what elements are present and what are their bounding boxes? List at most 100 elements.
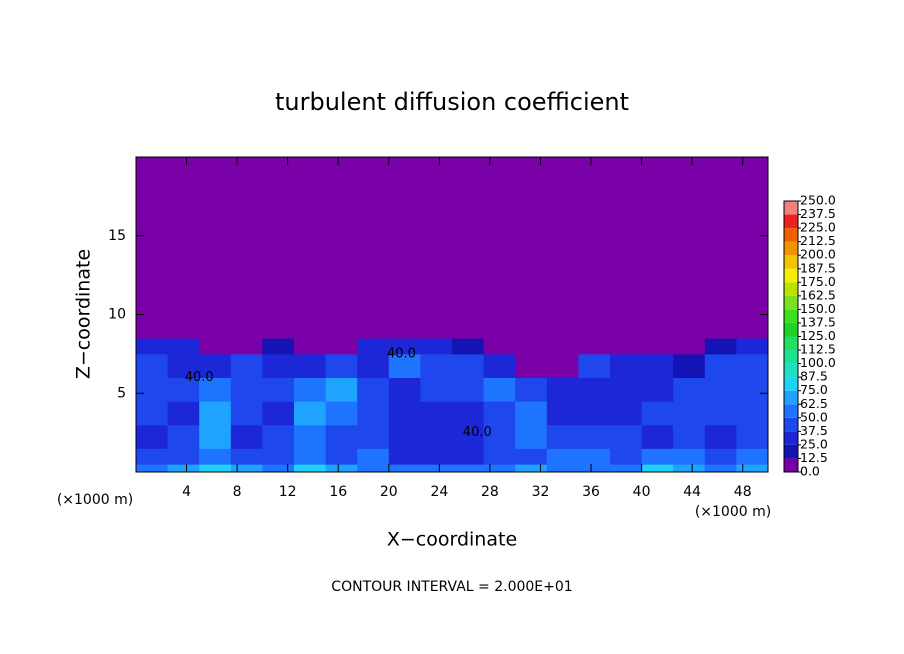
heatmap-cell (136, 401, 169, 426)
heatmap-cell (483, 464, 516, 473)
colorbar-tick-label: 212.5 (800, 233, 836, 248)
heatmap-cell (262, 401, 295, 426)
heatmap-cell (578, 424, 611, 449)
heatmap-cell (483, 401, 516, 426)
heatmap-cell (136, 338, 169, 355)
heatmap-cell (578, 401, 611, 426)
heatmap-cell (420, 401, 453, 426)
colorbar-swatch (784, 282, 798, 296)
colorbar-swatch (784, 417, 798, 432)
heatmap-cell (199, 448, 232, 465)
heatmap-cell (262, 464, 295, 473)
heatmap-cell (136, 157, 169, 339)
heatmap-cell (420, 464, 453, 473)
heatmap-cell (546, 401, 579, 426)
heatmap-cell (262, 157, 295, 339)
heatmap-cell (641, 448, 674, 465)
colorbar-swatch (784, 444, 798, 459)
heatmap-cell (294, 157, 327, 339)
heatmap-cell (641, 464, 674, 473)
x-tick-label: 36 (582, 484, 600, 500)
heatmap-cell (199, 353, 232, 378)
heatmap-cell (704, 448, 737, 465)
heatmap-cell (515, 338, 548, 355)
heatmap-cell (325, 157, 358, 339)
footnote: CONTOUR INTERVAL = 2.000E+01 (331, 579, 572, 595)
heatmap-cell (388, 157, 421, 339)
heatmap-cell (546, 353, 579, 378)
heatmap-cell (452, 377, 485, 402)
colorbar-swatch (784, 431, 798, 445)
heatmap-cell (578, 377, 611, 402)
heatmap-cell (294, 377, 327, 402)
x-tick-label: 20 (380, 484, 398, 500)
heatmap-cell (673, 157, 706, 339)
heatmap-cell (546, 424, 579, 449)
heatmap-cell (641, 377, 674, 402)
heatmap-cell (388, 448, 421, 465)
x-tick-label: 40 (633, 484, 651, 500)
colorbar-swatch (784, 390, 798, 405)
heatmap-cell (610, 157, 643, 339)
heatmap-cell (673, 377, 706, 402)
heatmap-cell (641, 338, 674, 355)
heatmap-cell (294, 401, 327, 426)
heatmap-cell (452, 448, 485, 465)
heatmap-cell (357, 353, 390, 378)
x-tick-label: 4 (182, 484, 191, 500)
heatmap-cell (515, 401, 548, 426)
heatmap-cell (515, 424, 548, 449)
x-tick-label: 32 (532, 484, 550, 500)
heatmap-cell (546, 157, 579, 339)
colorbar-tick-label: 187.5 (800, 260, 836, 275)
heatmap-cell (262, 338, 295, 355)
heatmap-cell (167, 338, 200, 355)
x-tick-label: 24 (430, 484, 448, 500)
heatmap-cell (704, 424, 737, 449)
heatmap-cell (167, 377, 200, 402)
heatmap-cell (199, 464, 232, 473)
chart-title: turbulent diffusion coefficient (275, 88, 629, 116)
heatmap-cell (420, 353, 453, 378)
heatmap-cell (388, 424, 421, 449)
colorbar-swatch (784, 255, 798, 269)
heatmap-cell (388, 464, 421, 473)
y-tick-label: 15 (108, 228, 126, 244)
heatmap-cell (704, 401, 737, 426)
heatmap-cell (736, 157, 769, 339)
colorbar-swatch (784, 350, 798, 364)
heatmap-cell (483, 157, 516, 339)
heatmap-cell (578, 157, 611, 339)
heatmap-cell (578, 464, 611, 473)
y-tick-label: 5 (117, 385, 126, 401)
heatmap-cell (262, 353, 295, 378)
heatmap-cell (262, 448, 295, 465)
colorbar-tick-label: 112.5 (800, 342, 836, 357)
heatmap-cell (136, 448, 169, 465)
heatmap-cell (736, 338, 769, 355)
colorbar-swatch (784, 377, 798, 391)
heatmap-cell (357, 377, 390, 402)
heatmap-cell (357, 338, 390, 355)
heatmap-cell (294, 424, 327, 449)
heatmap-cell (388, 377, 421, 402)
heatmap-cell (199, 157, 232, 339)
heatmap-cell (294, 353, 327, 378)
x-tick-label: 44 (683, 484, 701, 500)
heatmap-cell (515, 464, 548, 473)
x-tick-label: 16 (329, 484, 347, 500)
heatmap-cell (641, 157, 674, 339)
x-tick-label: 28 (481, 484, 499, 500)
heatmap-cell (294, 448, 327, 465)
heatmap-cell (610, 353, 643, 378)
heatmap-cell (230, 157, 263, 339)
heatmap-cell (704, 464, 737, 473)
heatmap-cell (325, 401, 358, 426)
heatmap-cell (388, 353, 421, 378)
colorbar-swatch (784, 268, 798, 283)
heatmap-cell (673, 448, 706, 465)
colorbar-tick-label: 175.0 (800, 274, 836, 289)
heatmap-cell (546, 338, 579, 355)
colorbar-swatch (784, 336, 798, 351)
heatmap-cell (578, 338, 611, 355)
